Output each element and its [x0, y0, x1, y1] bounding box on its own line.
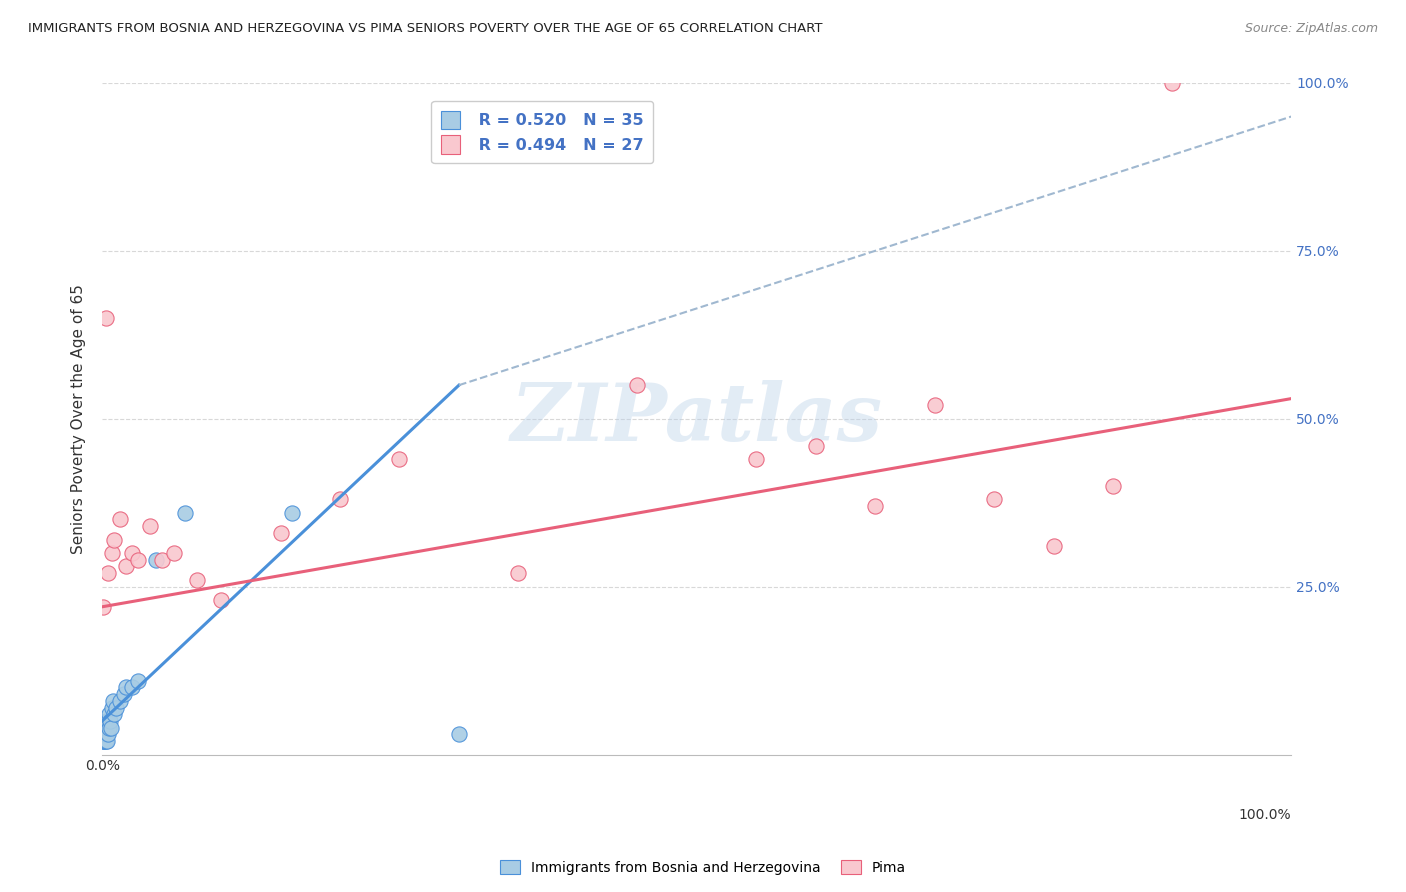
Point [115, 681, 138, 695]
Text: Source: ZipAtlas.com: Source: ZipAtlas.com [1244, 22, 1378, 36]
Point [94, 310, 117, 325]
Text: IMMIGRANTS FROM BOSNIA AND HERZEGOVINA VS PIMA SENIORS POVERTY OVER THE AGE OF 6: IMMIGRANTS FROM BOSNIA AND HERZEGOVINA V… [28, 22, 823, 36]
Point [281, 506, 304, 520]
Point [103, 533, 125, 547]
Point [93, 721, 115, 735]
Point [94, 734, 117, 748]
Text: ZIPatlas: ZIPatlas [510, 380, 883, 458]
Text: 100.0%: 100.0% [1239, 808, 1291, 822]
Point [329, 492, 352, 507]
Point [100, 721, 122, 735]
Legend:  R = 0.520   N = 35,  R = 0.494   N = 27: R = 0.520 N = 35, R = 0.494 N = 27 [432, 101, 652, 163]
Point [174, 506, 197, 520]
Point [96, 721, 118, 735]
Point [924, 398, 946, 412]
Point [745, 452, 768, 467]
Point [103, 707, 125, 722]
Point [100, 700, 122, 714]
Point [186, 573, 208, 587]
Point [209, 593, 232, 607]
Point [127, 673, 149, 688]
Point [93, 727, 115, 741]
Point [804, 439, 827, 453]
Point [100, 546, 122, 560]
Point [115, 559, 138, 574]
Point [1042, 539, 1064, 553]
Legend: Immigrants from Bosnia and Herzegovina, Pima: Immigrants from Bosnia and Herzegovina, … [495, 855, 911, 880]
Point [270, 525, 292, 540]
Point [93, 727, 115, 741]
Point [105, 700, 128, 714]
Point [983, 492, 1005, 507]
Point [91, 734, 114, 748]
Point [388, 452, 411, 467]
Point [112, 687, 135, 701]
Point [863, 499, 886, 513]
Point [447, 727, 470, 741]
Point [127, 553, 149, 567]
Point [108, 694, 131, 708]
Point [101, 694, 124, 708]
Point [626, 378, 648, 392]
Point [94, 727, 117, 741]
Point [93, 734, 115, 748]
Point [139, 519, 162, 533]
Point [98, 714, 121, 728]
Point [97, 721, 120, 735]
Point [94, 721, 117, 735]
Point [96, 727, 118, 741]
Point [121, 546, 143, 560]
Point [1102, 479, 1125, 493]
Point [97, 727, 120, 741]
Point [98, 707, 121, 722]
Point [121, 681, 143, 695]
Y-axis label: Seniors Poverty Over the Age of 65: Seniors Poverty Over the Age of 65 [72, 284, 86, 554]
Point [94, 734, 117, 748]
Point [1161, 76, 1184, 90]
Point [97, 714, 120, 728]
Point [96, 714, 118, 728]
Point [91, 727, 114, 741]
Point [96, 734, 118, 748]
Point [108, 512, 131, 526]
Point [508, 566, 530, 581]
Point [94, 727, 117, 741]
Point [93, 734, 115, 748]
Point [145, 553, 167, 567]
Point [150, 553, 173, 567]
Point [162, 546, 184, 560]
Point [97, 566, 120, 581]
Point [93, 599, 115, 614]
